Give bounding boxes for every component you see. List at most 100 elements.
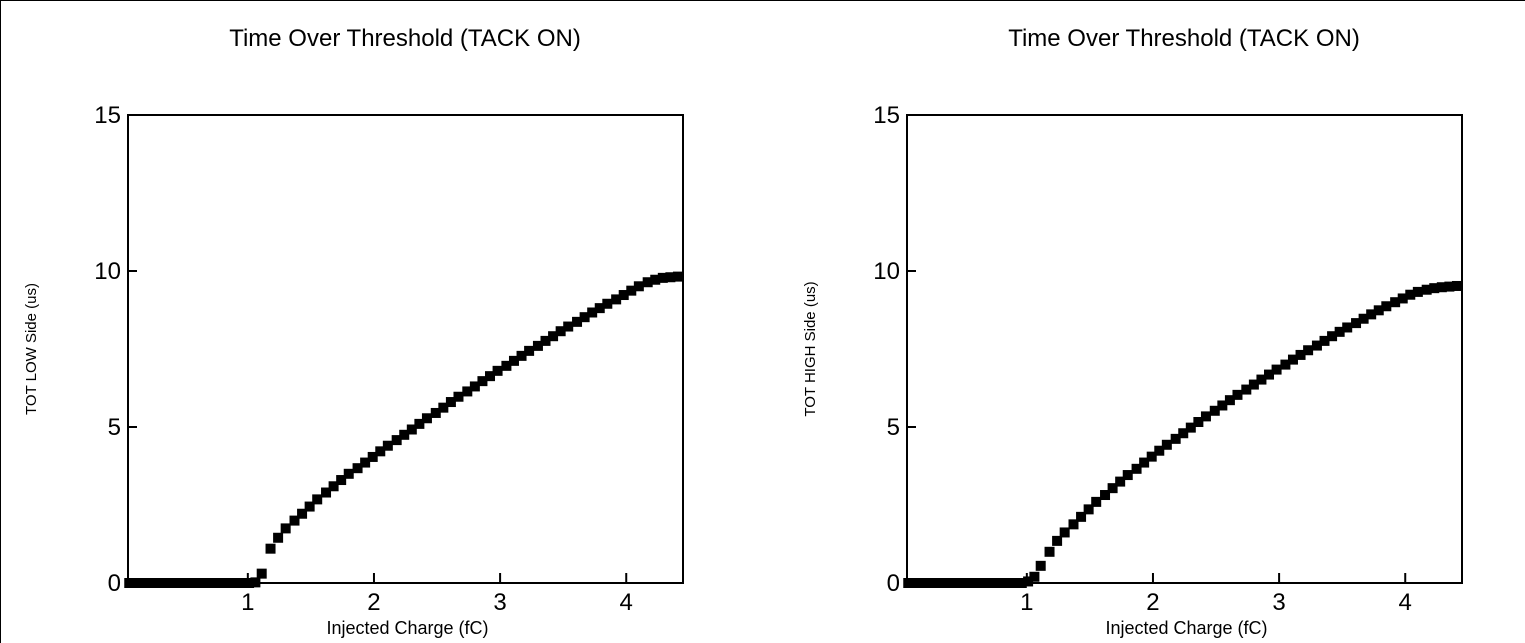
data-point bbox=[928, 578, 939, 588]
data-points bbox=[124, 271, 683, 588]
data-point bbox=[375, 446, 386, 457]
data-point bbox=[909, 578, 920, 588]
data-point bbox=[328, 481, 339, 492]
data-point bbox=[953, 578, 964, 588]
data-point bbox=[548, 331, 559, 342]
data-point bbox=[1256, 374, 1267, 385]
data-point bbox=[665, 272, 676, 283]
data-point bbox=[934, 578, 945, 588]
data-point bbox=[1059, 527, 1070, 538]
data-point bbox=[602, 298, 613, 309]
data-point bbox=[1421, 284, 1432, 295]
data-point bbox=[143, 578, 154, 588]
data-point bbox=[972, 578, 983, 588]
data-point bbox=[336, 475, 347, 486]
data-point bbox=[1351, 318, 1362, 329]
data-point bbox=[1200, 411, 1211, 422]
x-axis-label: Injected Charge (fC) bbox=[326, 618, 488, 638]
data-point bbox=[250, 577, 261, 588]
data-point bbox=[273, 532, 284, 543]
data-point bbox=[540, 335, 551, 346]
data-point bbox=[1091, 496, 1102, 507]
data-point bbox=[555, 326, 566, 337]
data-point bbox=[1373, 305, 1384, 316]
data-point bbox=[130, 578, 141, 588]
chart-2: Time Over Threshold (TACK ON) 0 5 10 15 1 2 3 4 I… bbox=[802, 25, 1463, 638]
data-point bbox=[231, 578, 242, 588]
data-point bbox=[244, 578, 255, 588]
data-point bbox=[1139, 457, 1150, 468]
data-point bbox=[399, 429, 410, 440]
data-point bbox=[1076, 511, 1087, 522]
data-point bbox=[289, 515, 300, 526]
x-tick-label: 2 bbox=[367, 589, 380, 616]
data-point bbox=[304, 501, 315, 512]
data-point bbox=[453, 391, 464, 402]
data-point bbox=[1178, 428, 1189, 439]
data-point bbox=[462, 386, 473, 397]
data-point bbox=[343, 468, 354, 479]
data-point bbox=[1397, 293, 1408, 304]
chart-title: Time Over Threshold (TACK ON) bbox=[229, 25, 581, 52]
data-point bbox=[508, 355, 519, 366]
data-point bbox=[469, 381, 480, 392]
x-tick-label: 2 bbox=[1146, 589, 1159, 616]
data-point bbox=[212, 578, 223, 588]
data-point bbox=[1052, 535, 1063, 546]
data-point bbox=[532, 340, 543, 351]
data-point bbox=[1029, 571, 1040, 582]
data-point bbox=[187, 578, 198, 588]
data-point bbox=[297, 508, 308, 519]
data-point bbox=[1358, 313, 1369, 324]
data-point bbox=[524, 345, 535, 356]
data-point bbox=[1342, 322, 1353, 333]
data-point bbox=[155, 578, 166, 588]
data-point bbox=[1248, 379, 1259, 390]
data-point bbox=[162, 578, 173, 588]
data-point bbox=[1311, 340, 1322, 351]
x-tick-label: 4 bbox=[1399, 589, 1412, 616]
data-point bbox=[136, 578, 147, 588]
data-point bbox=[193, 578, 204, 588]
data-point bbox=[382, 440, 393, 451]
data-point bbox=[265, 543, 276, 554]
x-tick-label: 3 bbox=[1272, 589, 1285, 616]
data-point bbox=[1209, 405, 1220, 416]
data-point bbox=[445, 397, 456, 408]
data-point bbox=[1271, 364, 1282, 375]
data-point bbox=[206, 578, 217, 588]
y-tick-label: 5 bbox=[108, 414, 121, 441]
y-tick-label: 0 bbox=[108, 570, 121, 597]
data-point bbox=[618, 290, 629, 301]
data-point bbox=[485, 371, 496, 382]
data-point bbox=[492, 365, 503, 376]
data-point bbox=[633, 281, 644, 292]
data-point bbox=[1193, 417, 1204, 428]
data-point bbox=[611, 294, 622, 305]
chart-1: Time Over Threshold (TACK ON) 0 5 10 15 1 2 3 4 I… bbox=[23, 25, 684, 638]
data-point bbox=[1436, 282, 1447, 293]
data-point bbox=[360, 457, 371, 468]
data-point bbox=[1023, 576, 1034, 587]
data-point bbox=[256, 568, 267, 579]
data-point bbox=[124, 578, 135, 588]
data-point bbox=[594, 303, 605, 314]
data-point bbox=[915, 578, 926, 588]
data-point bbox=[1280, 359, 1291, 370]
data-point bbox=[352, 463, 363, 474]
y-tick-label: 15 bbox=[873, 102, 900, 129]
y-tick-label: 0 bbox=[887, 570, 900, 597]
y-axis-label: TOT LOW Side (us) bbox=[23, 283, 40, 415]
data-point bbox=[516, 350, 527, 361]
data-point bbox=[1264, 369, 1275, 380]
data-point bbox=[1444, 281, 1455, 292]
data-point bbox=[1405, 289, 1416, 300]
data-point bbox=[1035, 560, 1046, 571]
data-point bbox=[947, 578, 958, 588]
y-tick-label: 10 bbox=[94, 258, 121, 285]
data-point bbox=[1224, 395, 1235, 406]
data-point bbox=[1161, 439, 1172, 450]
data-point bbox=[1131, 463, 1142, 474]
data-point bbox=[391, 435, 402, 446]
